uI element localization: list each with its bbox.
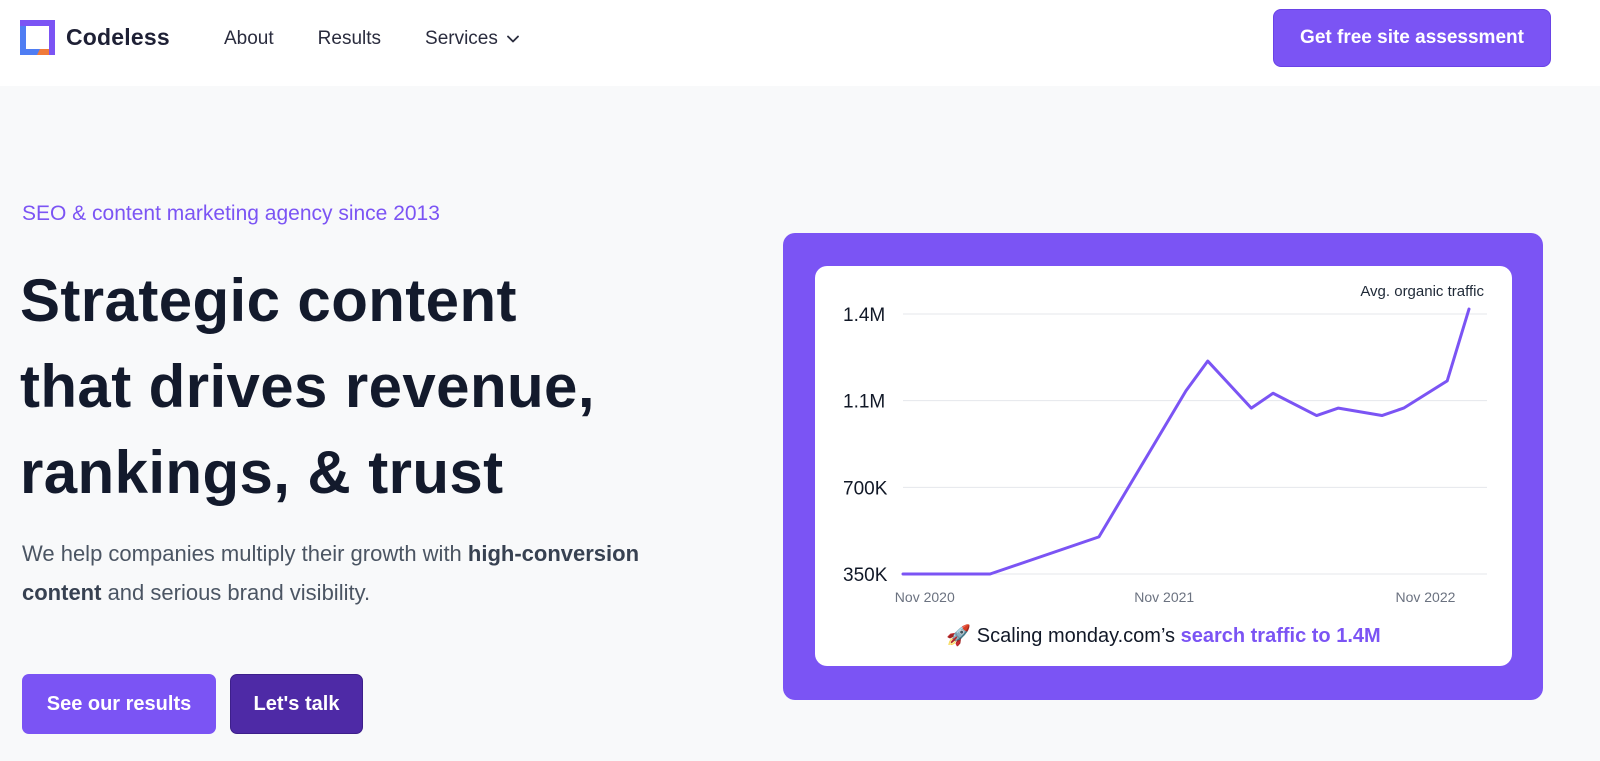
- x-tick-label: Nov 2022: [1395, 589, 1455, 605]
- nav-about-label: About: [224, 28, 274, 49]
- subtext-part: and serious brand visibility.: [101, 580, 371, 605]
- rocket-icon: 🚀: [946, 625, 972, 647]
- logo[interactable]: Codeless: [20, 20, 170, 55]
- headline-line: rankings, & trust: [20, 439, 504, 506]
- logo-text: Codeless: [66, 24, 170, 50]
- nav-results[interactable]: Results: [318, 28, 381, 50]
- site-header: Codeless About Results Services Get free…: [0, 0, 1600, 86]
- headline-line: Strategic content: [20, 267, 517, 334]
- nav-about[interactable]: About: [224, 28, 274, 50]
- headline-line: that drives revenue,: [20, 353, 595, 420]
- lets-talk-button[interactable]: Let's talk: [230, 674, 363, 734]
- traffic-chart-card: Avg. organic traffic 1.4M 1.1M 700K 350K Nov…: [783, 233, 1543, 700]
- caption-highlight: search traffic to 1.4M: [1180, 625, 1381, 647]
- get-assessment-button[interactable]: Get free site assessment: [1273, 9, 1551, 67]
- hero-subtext: We help companies multiply their growth …: [22, 534, 662, 612]
- chevron-down-icon: [506, 35, 519, 43]
- chart-caption: 🚀 Scaling monday.com’s search traffic to…: [815, 623, 1512, 648]
- y-tick-label: 1.4M: [843, 305, 885, 326]
- see-results-button[interactable]: See our results: [22, 674, 216, 734]
- subtext-bold: high-conversion content: [22, 541, 640, 605]
- nav-services[interactable]: Services: [425, 28, 520, 50]
- nav-services-label: Services: [425, 28, 498, 49]
- chart-svg: 1.4M 1.1M 700K 350K Nov 2020 Nov 2021 Nov 2022: [843, 305, 1487, 605]
- x-tick-label: Nov 2021: [1134, 589, 1194, 605]
- nav-results-label: Results: [317, 28, 382, 49]
- chart-legend: Avg. organic traffic: [1360, 283, 1484, 300]
- x-tick-label: Nov 2020: [895, 589, 955, 605]
- logo-icon: [20, 20, 55, 55]
- y-tick-label: 700K: [843, 478, 888, 499]
- hero-headline: Strategic content that drives revenue, r…: [20, 258, 700, 516]
- series-line: [901, 307, 1471, 576]
- hero-eyebrow: SEO & content marketing agency since 201…: [22, 202, 440, 225]
- caption-text: Scaling monday.com’s: [971, 625, 1181, 647]
- main-nav: About Results Services: [224, 28, 564, 50]
- y-tick-label: 1.1M: [843, 392, 885, 413]
- y-tick-label: 350K: [843, 565, 888, 586]
- traffic-chart: Avg. organic traffic 1.4M 1.1M 700K 350K Nov…: [815, 266, 1512, 666]
- subtext-part: We help companies multiply their growth …: [22, 541, 468, 566]
